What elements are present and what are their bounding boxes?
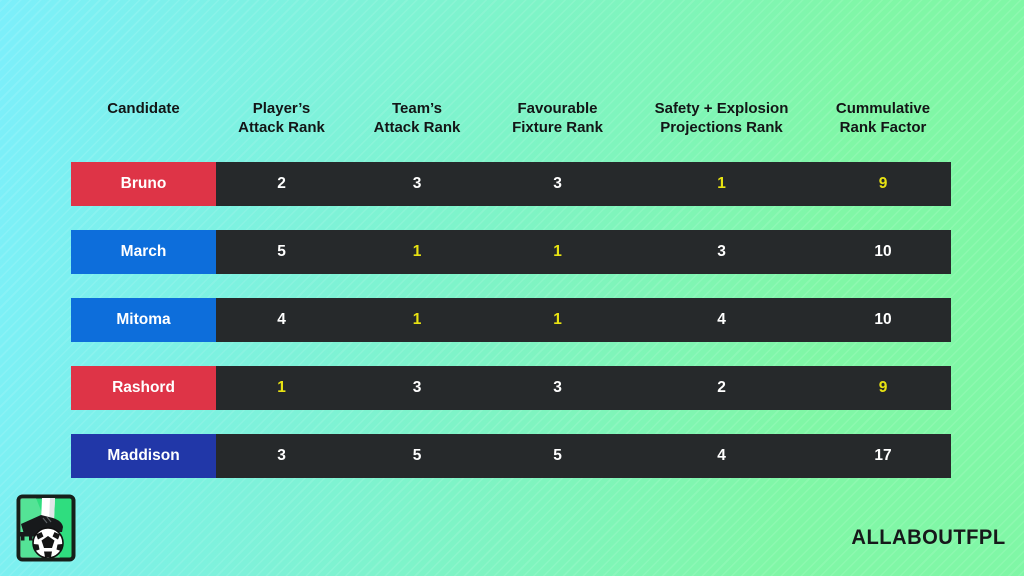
value-cell: 10 [815, 230, 951, 274]
value-cell: 4 [628, 434, 815, 478]
value-cell: 1 [487, 230, 628, 274]
value-cell: 10 [815, 298, 951, 342]
value-cell: 3 [347, 162, 487, 206]
candidate-cell: March [71, 230, 216, 274]
value-cell: 2 [628, 366, 815, 410]
table-row-rashord: Rashord 1 3 3 2 9 [71, 366, 951, 410]
football-boot-and-ball-icon [16, 494, 76, 562]
value-cell: 5 [487, 434, 628, 478]
column-header-2: Team’s Attack Rank [373, 100, 461, 136]
rank-table: Candidate Player’s Attack Rank Team’s Atta… [71, 99, 951, 502]
value-cell: 3 [487, 366, 628, 410]
value-cell: 5 [347, 434, 487, 478]
value-cell: 3 [487, 162, 628, 206]
value-cell: 1 [487, 298, 628, 342]
value-cell: 1 [216, 366, 347, 410]
table-row-mitoma: Mitoma 4 1 1 4 10 [71, 298, 951, 342]
candidate-cell: Rashord [71, 366, 216, 410]
candidate-cell: Maddison [71, 434, 216, 478]
value-cell: 5 [216, 230, 347, 274]
table-header-row: Candidate Player’s Attack Rank Team’s Atta… [71, 99, 951, 138]
value-cell: 1 [628, 162, 815, 206]
column-header-3: Favourable Fixture Rank [512, 100, 603, 136]
value-cell: 3 [216, 434, 347, 478]
table-row-bruno: Bruno 2 3 3 1 9 [71, 162, 951, 206]
candidate-cell: Mitoma [71, 298, 216, 342]
value-cell: 17 [815, 434, 951, 478]
column-header-1: Player’s Attack Rank [238, 100, 325, 136]
value-cell: 9 [815, 162, 951, 206]
value-cell: 1 [347, 230, 487, 274]
value-cell: 9 [815, 366, 951, 410]
value-cell: 3 [347, 366, 487, 410]
table-row-march: March 5 1 1 3 10 [71, 230, 951, 274]
value-cell: 4 [216, 298, 347, 342]
column-header-0: Candidate [107, 100, 180, 117]
value-cell: 1 [347, 298, 487, 342]
allaboutfpl-watermark: ALLABOUTFPL [851, 526, 1006, 549]
value-cell: 4 [628, 298, 815, 342]
column-header-5: Cummulative Rank Factor [835, 100, 931, 136]
value-cell: 2 [216, 162, 347, 206]
value-cell: 3 [628, 230, 815, 274]
table-row-maddison: Maddison 3 5 5 4 17 [71, 434, 951, 478]
column-header-4: Safety + Explosion Projections Rank [654, 100, 789, 136]
candidate-cell: Bruno [71, 162, 216, 206]
table-body: Bruno 2 3 3 1 9 March 5 1 1 3 10 Mitoma 4 1 1 4 10 Rashord… [71, 162, 951, 478]
